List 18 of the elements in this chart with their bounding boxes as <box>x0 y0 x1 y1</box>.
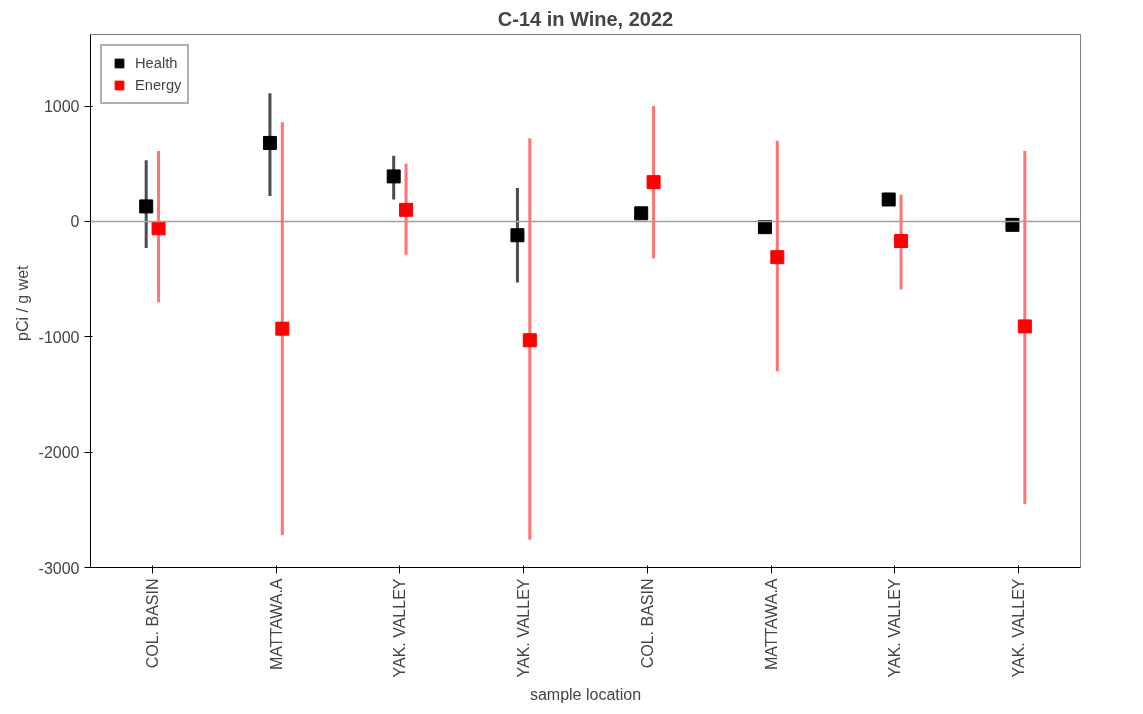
y-tick-label: 1000 <box>43 98 80 116</box>
x-tick-label: MATTAWA.A <box>762 578 780 671</box>
x-tick-label: YAK. VALLEY <box>886 578 904 678</box>
x-tick-label: MATTAWA.A <box>267 578 285 671</box>
legend-label: Health <box>135 54 178 72</box>
y-tick-label: -3000 <box>38 559 80 577</box>
y-axis-title: pCi / g wet <box>13 264 31 342</box>
x-tick-label: COL. BASIN <box>143 578 161 669</box>
chart-title: C-14 in Wine, 2022 <box>497 7 674 30</box>
x-tick-label: YAK. VALLEY <box>391 578 409 678</box>
x-tick-label: COL. BASIN <box>638 578 656 669</box>
x-axis-title: sample location <box>529 685 642 703</box>
y-tick-label: -1000 <box>38 328 80 346</box>
x-tick-label: YAK. VALLEY <box>1010 578 1028 678</box>
y-tick-label: 0 <box>70 213 80 231</box>
x-tick-label: YAK. VALLEY <box>515 578 533 678</box>
y-tick-label: -2000 <box>38 444 80 462</box>
legend-label: Energy <box>135 76 182 94</box>
